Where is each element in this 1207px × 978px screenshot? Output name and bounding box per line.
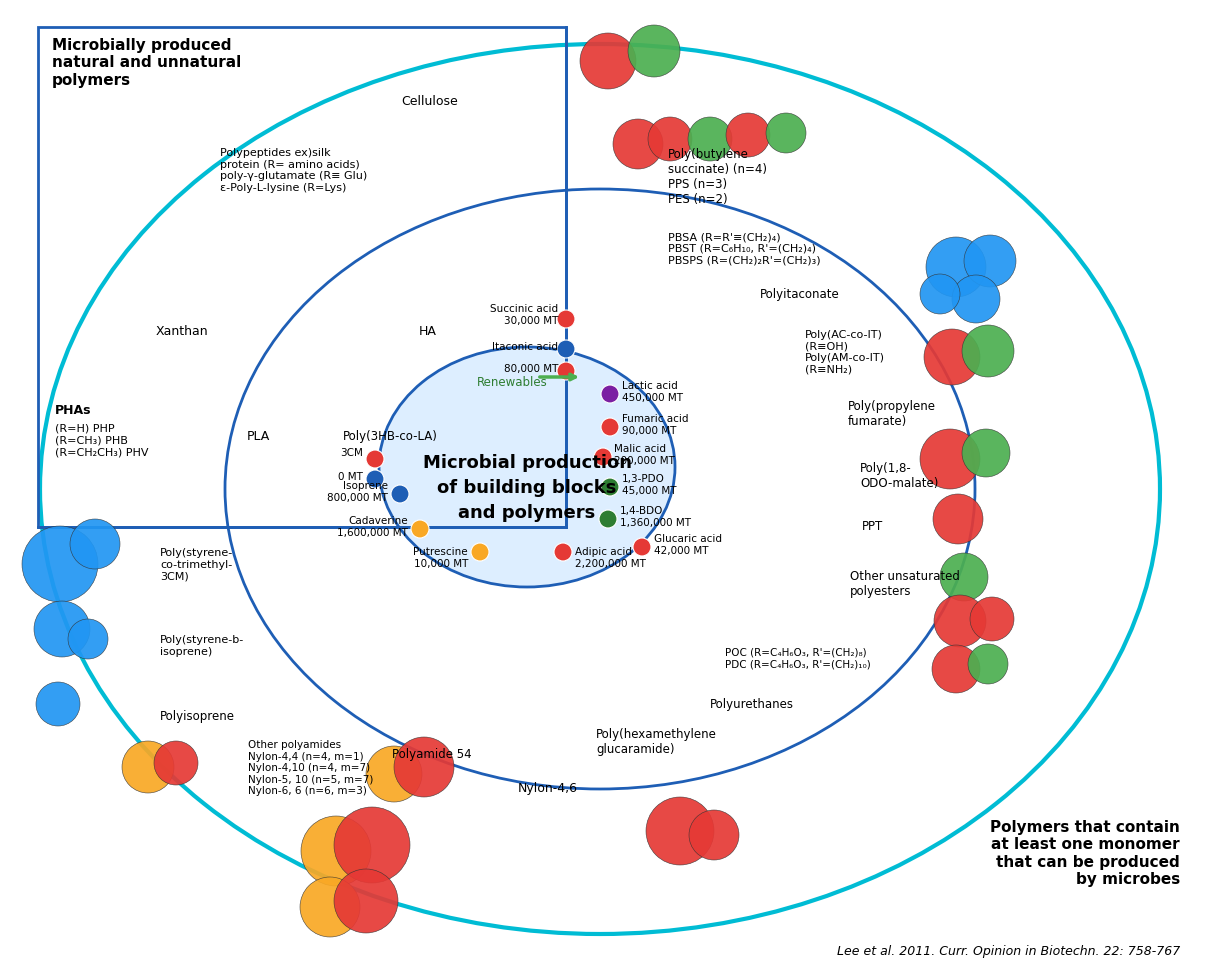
Circle shape [68, 619, 107, 659]
Circle shape [940, 554, 989, 601]
Text: 3CM: 3CM [340, 448, 363, 458]
Text: Polyisoprene: Polyisoprene [161, 709, 235, 723]
Text: PLA: PLA [246, 429, 269, 443]
Circle shape [968, 645, 1008, 685]
Circle shape [934, 596, 986, 647]
Circle shape [154, 741, 198, 785]
Text: Poly(styrene-
co-trimethyl-
3CM): Poly(styrene- co-trimethyl- 3CM) [161, 548, 233, 581]
Circle shape [334, 869, 398, 933]
Circle shape [628, 26, 680, 78]
Text: Polymers that contain
at least one monomer
that can be produced
by microbes: Polymers that contain at least one monom… [990, 820, 1180, 886]
Circle shape [601, 385, 619, 404]
Circle shape [689, 810, 739, 860]
Text: (R=H) PHP
(R=CH₃) PHB
(R=CH₂CH₃) PHV: (R=H) PHP (R=CH₃) PHB (R=CH₂CH₃) PHV [56, 423, 148, 457]
Text: Renewables: Renewables [477, 377, 548, 389]
Text: Poly(butylene
succinate) (n=4)
PPS (n=3)
PES (n=2): Poly(butylene succinate) (n=4) PPS (n=3)… [667, 148, 766, 205]
Text: 1,4-BDO
1,360,000 MT: 1,4-BDO 1,360,000 MT [620, 506, 690, 527]
Text: Cellulose: Cellulose [402, 95, 459, 108]
Circle shape [334, 807, 410, 883]
Text: Other unsaturated
polyesters: Other unsaturated polyesters [850, 569, 960, 598]
Circle shape [594, 449, 612, 467]
Circle shape [725, 113, 770, 157]
Circle shape [962, 326, 1014, 378]
Circle shape [688, 118, 731, 161]
Circle shape [412, 520, 428, 539]
Bar [37, 28, 566, 527]
Circle shape [648, 118, 692, 161]
Text: Succinic acid
30,000 MT: Succinic acid 30,000 MT [490, 304, 558, 326]
Circle shape [933, 495, 982, 545]
Circle shape [554, 544, 572, 561]
Text: Nylon-4,6: Nylon-4,6 [518, 781, 578, 794]
Text: Glucaric acid
42,000 MT: Glucaric acid 42,000 MT [654, 534, 722, 556]
Circle shape [613, 120, 663, 170]
Text: Poly(styrene-b-
isoprene): Poly(styrene-b- isoprene) [161, 635, 244, 656]
Circle shape [36, 683, 80, 727]
Text: Cadaverine
1,600,000 MT: Cadaverine 1,600,000 MT [337, 515, 408, 537]
Circle shape [391, 485, 409, 504]
Circle shape [393, 737, 454, 797]
Circle shape [766, 113, 806, 154]
Circle shape [556, 363, 575, 380]
Circle shape [952, 276, 1001, 324]
Circle shape [964, 236, 1016, 288]
Text: Microbial production
of building blocks
and polymers: Microbial production of building blocks … [422, 454, 631, 521]
Circle shape [366, 470, 384, 488]
Circle shape [556, 340, 575, 359]
Text: Adipic acid
2,200,000 MT: Adipic acid 2,200,000 MT [575, 547, 646, 568]
Text: Poly(3HB-co-LA): Poly(3HB-co-LA) [343, 429, 437, 443]
Text: Itaconic acid: Itaconic acid [492, 341, 558, 352]
Circle shape [599, 511, 617, 528]
Text: Polyitaconate: Polyitaconate [760, 288, 840, 300]
Circle shape [970, 598, 1014, 642]
Text: 1,3-PDO
45,000 MT: 1,3-PDO 45,000 MT [622, 473, 676, 495]
Text: Polypeptides ex)silk
protein (R= amino acids)
poly-γ-glutamate (R≡ Glu)
ε-Poly-L: Polypeptides ex)silk protein (R= amino a… [220, 148, 367, 193]
Text: Poly(AC-co-IT)
(R≡OH)
Poly(AM-co-IT)
(R≡NH₂): Poly(AC-co-IT) (R≡OH) Poly(AM-co-IT) (R≡… [805, 330, 885, 375]
Text: Malic acid
200,000 MT: Malic acid 200,000 MT [614, 444, 675, 466]
Circle shape [556, 311, 575, 329]
Text: Polyurethanes: Polyurethanes [710, 697, 794, 710]
Circle shape [70, 519, 119, 569]
Text: Poly(hexamethylene
glucaramide): Poly(hexamethylene glucaramide) [596, 728, 717, 755]
Text: Putrescine
10,000 MT: Putrescine 10,000 MT [413, 547, 468, 568]
Circle shape [581, 34, 636, 90]
Circle shape [471, 544, 489, 561]
Text: PHAs: PHAs [56, 404, 92, 417]
Circle shape [920, 429, 980, 490]
Circle shape [601, 478, 619, 497]
Text: Lactic acid
450,000 MT: Lactic acid 450,000 MT [622, 380, 683, 402]
Circle shape [925, 330, 980, 385]
Circle shape [366, 451, 384, 468]
Circle shape [301, 817, 371, 886]
Circle shape [301, 877, 360, 937]
Text: POC (R=C₄H₆O₃, R'=(CH₂)₈)
PDC (R=C₄H₆O₃, R'=(CH₂)₁₀): POC (R=C₄H₆O₃, R'=(CH₂)₈) PDC (R=C₄H₆O₃,… [725, 647, 870, 669]
Ellipse shape [379, 347, 675, 588]
Circle shape [962, 429, 1010, 477]
Circle shape [632, 539, 651, 556]
Text: PPT: PPT [862, 519, 884, 532]
Circle shape [920, 275, 960, 315]
Circle shape [122, 741, 174, 793]
Text: Other polyamides
Nylon-4,4 (n=4, m=1)
Nylon-4,10 (n=4, m=7)
Nylon-5, 10 (n=5, m=: Other polyamides Nylon-4,4 (n=4, m=1) Ny… [247, 739, 373, 795]
Text: Lee et al. 2011. Curr. Opinion in Biotechn. 22: 758-767: Lee et al. 2011. Curr. Opinion in Biotec… [836, 944, 1180, 957]
Circle shape [932, 645, 980, 693]
Text: Isoprene
800,000 MT: Isoprene 800,000 MT [327, 481, 387, 503]
Text: Poly(propylene
fumarate): Poly(propylene fumarate) [849, 400, 935, 427]
Text: Microbially produced
natural and unnatural
polymers: Microbially produced natural and unnatur… [52, 38, 241, 88]
Circle shape [22, 526, 98, 602]
Circle shape [926, 238, 986, 297]
Text: PBSA (R=R'≡(CH₂)₄)
PBST (R=C₆H₁₀, R'=(CH₂)₄)
PBSPS (R=(CH₂)₂R'=(CH₂)₃): PBSA (R=R'≡(CH₂)₄) PBST (R=C₆H₁₀, R'=(CH… [667, 232, 821, 265]
Text: 0 MT: 0 MT [338, 471, 363, 481]
Circle shape [601, 419, 619, 436]
Text: HA: HA [419, 325, 437, 337]
Circle shape [366, 746, 422, 802]
Circle shape [646, 797, 715, 866]
Text: Xanthan: Xanthan [156, 325, 209, 337]
Circle shape [34, 601, 91, 657]
Text: Poly(1,8-
ODO-malate): Poly(1,8- ODO-malate) [861, 462, 938, 490]
Text: 80,000 MT: 80,000 MT [503, 364, 558, 374]
Text: Fumaric acid
90,000 MT: Fumaric acid 90,000 MT [622, 414, 688, 435]
Text: Polyamide 54: Polyamide 54 [392, 747, 472, 760]
